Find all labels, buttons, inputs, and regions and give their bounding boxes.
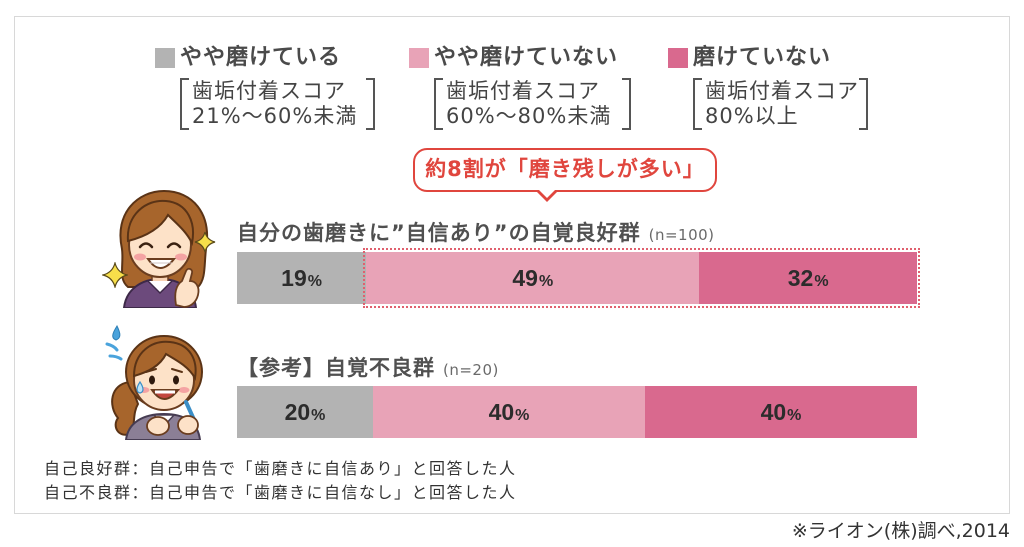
legend-score-label: 歯垢付着スコア [705,79,859,103]
data-label-unit: % [814,272,829,290]
bar-segment-3: 40% [645,386,917,438]
stacked-bar-poor-group: 20% 40% 40% [237,386,917,438]
sweat-icon [105,324,123,361]
bar-segment-2: 40% [373,386,645,438]
sparkle-icon [194,231,216,253]
data-label: 20% [285,399,326,426]
data-label-value: 32 [787,264,814,291]
category-label: 自分の歯磨きに”自信あり”の自覚良好群 [237,221,641,245]
legend-score-range: 21%〜60%未満 [192,104,358,128]
data-label-unit: % [307,272,322,290]
data-label: 19% [281,265,322,292]
legend-score-range: 60%〜80%未満 [446,104,612,128]
highlight-box [363,248,920,308]
source-note: ※ライオン(株)調べ,2014 [791,520,1010,542]
sample-size: (n=100) [648,226,715,244]
data-label-value: 49 [512,264,538,291]
legend-swatch [409,48,429,68]
category-label: 【参考】自覚不良群 [237,356,435,380]
data-label: 49% [512,265,553,292]
bar-segment-1: 20% [237,386,373,438]
bar-segment-1: 19% [237,252,367,304]
data-label-value: 40 [760,398,787,425]
infographic-frame [14,16,1010,514]
data-label-value: 20 [284,398,311,425]
data-label-unit: % [311,406,326,424]
data-label-value: 40 [488,398,515,425]
bar-segment-3: 32% [699,252,917,304]
worried-woman-illustration [111,335,203,440]
data-label-unit: % [515,406,530,424]
callout-bubble: 約8割が「磨き残しが多い」 [413,148,717,202]
legend-score-label: 歯垢付着スコア [446,79,600,103]
callout-text: 約8割が「磨き残しが多い」 [425,157,705,181]
legend-label: 磨けていない [693,45,832,70]
category-title-poor-group: 【参考】自覚不良群 (n=20) [237,352,499,382]
legend-swatch [155,48,175,68]
data-label-unit: % [538,272,554,290]
legend-label: やや磨けていない [434,45,619,70]
stacked-bar-good-group: 19% 49% 32% [237,252,917,304]
footnote: 自己良好群：自己申告で「歯磨きに自信あり」と回答した人 [44,459,517,478]
category-title-good-group: 自分の歯磨きに”自信あり”の自覚良好群 (n=100) [237,217,715,247]
data-label: 40% [489,399,530,426]
confident-woman-illustration [119,189,209,308]
sparkle-icon [102,262,128,288]
data-label: 32% [788,265,829,292]
legend-swatch [668,48,688,68]
sample-size: (n=20) [443,361,499,379]
legend-score-bracket: 歯垢付着スコア 21%〜60%未満 [180,78,375,130]
footnotes: 自己良好群：自己申告で「歯磨きに自信あり」と回答した人 自己不良群：自己申告で「… [44,457,517,505]
legend-label: やや磨けている [180,45,342,70]
data-label-unit: % [787,406,802,424]
data-label: 40% [761,399,802,426]
legend-score-bracket: 歯垢付着スコア 80%以上 [693,78,868,130]
legend-score-bracket: 歯垢付着スコア 60%〜80%未満 [434,78,631,130]
legend-score-label: 歯垢付着スコア [192,79,346,103]
bar-segment-2: 49% [366,252,700,304]
legend-score-range: 80%以上 [705,104,799,128]
data-label-value: 19 [281,264,307,291]
footnote: 自己不良群：自己申告で「歯磨きに自信なし」と回答した人 [44,483,517,502]
